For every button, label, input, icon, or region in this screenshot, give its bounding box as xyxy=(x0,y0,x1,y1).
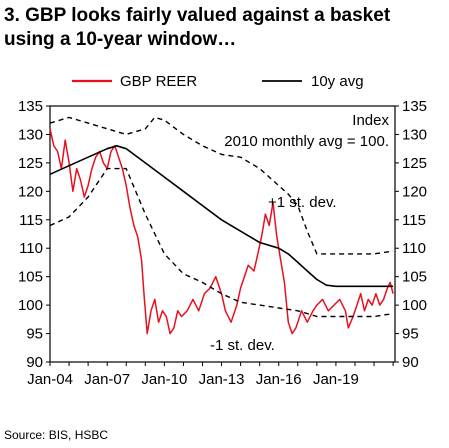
y-right-tick-label: 120 xyxy=(402,183,427,200)
y-right-tick-label: 90 xyxy=(402,354,419,371)
x-tick-label: Jan-10 xyxy=(141,371,187,388)
chart-title: 3. GBP looks fairly valued against a bas… xyxy=(4,4,444,52)
x-tick-label: Jan-07 xyxy=(84,371,130,388)
annotation-index: Index xyxy=(352,112,389,129)
y-left-tick-label: 100 xyxy=(18,297,43,314)
y-left-tick-label: 105 xyxy=(18,269,43,286)
x-tick-label: Jan-13 xyxy=(199,371,245,388)
annotation-index-base: 2010 monthly avg = 100. xyxy=(224,133,389,150)
x-tick-label: Jan-16 xyxy=(256,371,302,388)
y-left-tick-label: 135 xyxy=(18,98,43,115)
y-axis-right: 135 130 125 120 115 110 105 100 95 90 xyxy=(395,98,427,371)
y-right-tick-label: 100 xyxy=(402,297,427,314)
title-line-1: 3. GBP looks fairly valued against a bas… xyxy=(4,5,391,26)
annotation-plus-sd: +1 st. dev. xyxy=(268,194,337,211)
y-right-tick-label: 95 xyxy=(402,326,419,343)
y-left-tick-label: 130 xyxy=(18,126,43,143)
y-left-tick-label: 115 xyxy=(19,212,43,229)
x-tick-label: Jan-04 xyxy=(27,371,73,388)
plot-area xyxy=(49,105,396,363)
x-axis: Jan-04 Jan-07 Jan-10 Jan-13 Jan-16 Jan-19 xyxy=(27,362,394,388)
y-right-tick-label: 130 xyxy=(402,126,427,143)
y-right-tick-label: 110 xyxy=(402,240,426,257)
x-tick-label: Jan-19 xyxy=(313,371,359,388)
y-left-tick-label: 110 xyxy=(19,240,43,257)
annotation-minus-sd: -1 st. dev. xyxy=(210,337,275,354)
y-right-tick-label: 115 xyxy=(402,212,426,229)
y-right-tick-label: 125 xyxy=(402,155,427,172)
y-right-tick-label: 105 xyxy=(402,269,427,286)
legend-label-avg: 10y avg xyxy=(311,73,364,90)
title-line-2: using a 10-year window… xyxy=(4,29,237,50)
series-line-4 xyxy=(49,167,394,318)
y-left-tick-label: 120 xyxy=(18,183,43,200)
y-left-tick-label: 90 xyxy=(26,354,43,371)
source-note: Source: BIS, HSBC xyxy=(4,428,109,442)
legend-label-reer: GBP REER xyxy=(120,73,197,90)
y-left-tick-label: 125 xyxy=(18,155,43,172)
series-layer xyxy=(49,116,394,335)
series-line-2 xyxy=(49,145,394,288)
y-left-tick-label: 95 xyxy=(26,326,43,343)
series-line-1 xyxy=(49,128,394,335)
y-axis-left: 135 130 125 120 115 110 105 100 95 90 xyxy=(18,98,50,371)
y-right-tick-label: 135 xyxy=(402,98,427,115)
series-line-3 xyxy=(49,116,394,255)
